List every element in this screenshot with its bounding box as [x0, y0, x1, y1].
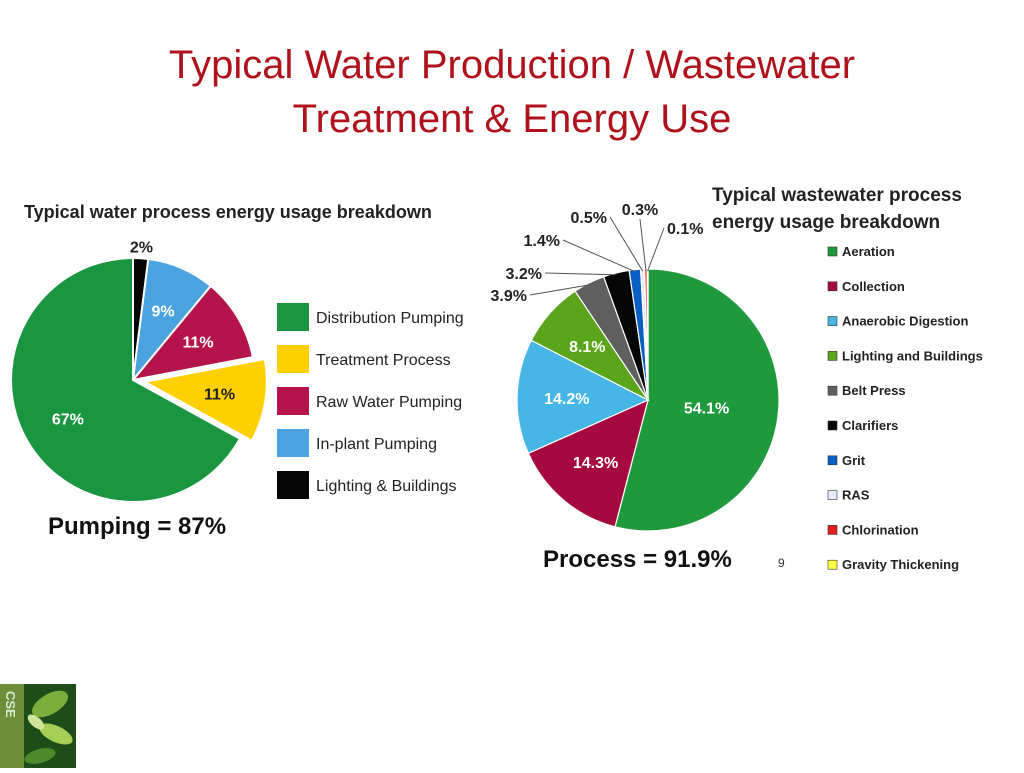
- wastewater-slice-label-chlorination: 0.3%: [622, 202, 658, 219]
- water-legend-item-distribution-pumping: Distribution Pumping: [316, 310, 464, 327]
- wastewater-legend-swatch-collection: [827, 281, 838, 292]
- wastewater-legend-swatch-grit: [827, 455, 838, 466]
- water-slice-label-distribution-pumping: 67%: [52, 412, 84, 429]
- wastewater-legend-swatch-lighting-and-buildings: [827, 351, 838, 361]
- water-legend-item-treatment-process: Treatment Process: [316, 352, 451, 369]
- water-slice-label-in-plant-pumping: 9%: [151, 304, 174, 321]
- wastewater-chart-title-line-2: energy usage breakdown: [712, 212, 940, 233]
- wastewater-leader-clarifiers: [544, 272, 617, 276]
- wastewater-legend-item-grit: Grit: [842, 453, 866, 468]
- wastewater-legend: Aeration Collection Anaerobic Digestion Lig…: [827, 244, 983, 572]
- water-slice-label-raw-water-pumping: 11%: [183, 335, 214, 352]
- water-legend-swatch-raw-water-pumping: [277, 387, 309, 415]
- logo-text: CSE: [3, 691, 18, 718]
- wastewater-legend-item-clarifiers: Clarifiers: [842, 418, 898, 433]
- water-legend: Distribution Pumping Treatment Process Raw…: [277, 303, 464, 499]
- wastewater-legend-swatch-belt-press: [827, 385, 838, 396]
- water-legend-item-in-plant-pumping: In-plant Pumping: [316, 436, 437, 453]
- wastewater-chart-title-line-1: Typical wastewater process: [712, 185, 962, 206]
- wastewater-leader-belt-press: [529, 284, 590, 296]
- wastewater-legend-item-collection: Collection: [842, 279, 905, 294]
- water-chart: Typical water process energy usage break…: [10, 202, 464, 540]
- water-slice-label-treatment-process: 11%: [204, 387, 235, 404]
- water-legend-swatch-distribution-pumping: [277, 303, 309, 331]
- wastewater-slice-label-clarifiers: 3.2%: [506, 266, 542, 283]
- water-slice-raw-water-pumping: [130, 284, 255, 382]
- wastewater-legend-item-anaerobic-digestion: Anaerobic Digestion: [842, 314, 968, 329]
- page-number: 9: [778, 556, 785, 570]
- wastewater-slice-label-collection: 14.3%: [573, 455, 618, 472]
- wastewater-legend-item-chlorination: Chlorination: [842, 522, 919, 537]
- wastewater-slice-label-grit: 1.4%: [524, 233, 560, 250]
- wastewater-pie: 54.1% 14.3% 14.2% 8.1% 3.9% 3.2% 1.4% 0.5% 0.3% 0…: [491, 202, 780, 532]
- wastewater-slice-collection: [527, 398, 649, 528]
- wastewater-slice-label-gravity-thickening: 0.1%: [667, 221, 703, 238]
- wastewater-summary: Process = 91.9%: [543, 546, 732, 573]
- water-slice-treatment-process: [141, 357, 268, 443]
- wastewater-slice-label-belt-press: 3.9%: [491, 288, 527, 305]
- wastewater-slice-anaerobic-digestion: [516, 339, 650, 455]
- wastewater-legend-swatch-anaerobic-digestion: [827, 316, 838, 326]
- wastewater-leader-ras: [609, 216, 644, 272]
- water-slice-distribution-pumping: [10, 256, 242, 503]
- wastewater-legend-item-lighting-and-buildings: Lighting and Buildings: [842, 348, 983, 363]
- slide-title-line-2: Treatment & Energy Use: [292, 97, 732, 141]
- wastewater-slice-label-ras: 0.5%: [571, 210, 607, 227]
- water-legend-swatch-in-plant-pumping: [277, 429, 309, 457]
- wastewater-legend-swatch-chlorination: [827, 525, 838, 535]
- water-chart-title: Typical water process energy usage break…: [24, 202, 432, 222]
- water-legend-swatch-lighting-and-buildings: [277, 471, 309, 499]
- water-legend-swatch-treatment-process: [277, 345, 309, 373]
- water-legend-item-lighting-and-buildings: Lighting & Buildings: [316, 478, 457, 495]
- cse-logo: CSE: [0, 684, 76, 768]
- wastewater-leader-grit: [562, 239, 636, 273]
- wastewater-legend-swatch-aeration: [827, 246, 838, 257]
- water-legend-item-raw-water-pumping: Raw Water Pumping: [316, 394, 462, 411]
- wastewater-slice-aeration: [614, 268, 780, 532]
- wastewater-legend-item-aeration: Aeration: [842, 244, 895, 259]
- wastewater-leader-chlorination: [639, 218, 647, 272]
- water-slice-label-lighting-and-buildings: 2%: [130, 239, 153, 256]
- wastewater-slice-label-anaerobic-digestion: 14.2%: [544, 391, 589, 408]
- wastewater-legend-swatch-clarifiers: [827, 420, 838, 431]
- wastewater-slice-gravity-thickening: [646, 268, 649, 401]
- slide-title-line-1: Typical Water Production / Wastewater: [168, 43, 856, 87]
- slide-title: Typical Water Production / Wastewater Tr…: [0, 38, 1024, 146]
- water-pie: 2% 9% 11% 11% 67%: [10, 239, 268, 503]
- wastewater-legend-item-belt-press: Belt Press: [842, 383, 906, 398]
- wastewater-leader-gravity-thickening: [647, 227, 665, 272]
- wastewater-legend-swatch-ras: [827, 490, 838, 500]
- wastewater-chart: Typical wastewater process energy usage …: [491, 185, 983, 573]
- wastewater-legend-swatch-gravity-thickening: [827, 559, 838, 570]
- wastewater-legend-item-gravity-thickening: Gravity Thickening: [842, 557, 959, 572]
- water-summary: Pumping = 87%: [48, 513, 226, 540]
- wastewater-legend-item-ras: RAS: [842, 488, 870, 503]
- wastewater-slice-label-aeration: 54.1%: [684, 401, 729, 418]
- wastewater-slice-label-lighting-and-buildings: 8.1%: [569, 339, 605, 356]
